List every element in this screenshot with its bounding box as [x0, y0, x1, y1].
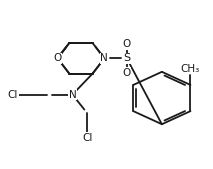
Text: Cl: Cl	[8, 90, 18, 100]
Text: O: O	[123, 39, 131, 49]
Text: O: O	[123, 68, 131, 78]
Text: N: N	[69, 90, 76, 100]
Text: O: O	[53, 53, 62, 63]
Text: N: N	[101, 53, 108, 63]
Text: CH₃: CH₃	[181, 64, 200, 74]
Text: Cl: Cl	[82, 133, 92, 143]
Text: S: S	[123, 53, 130, 63]
